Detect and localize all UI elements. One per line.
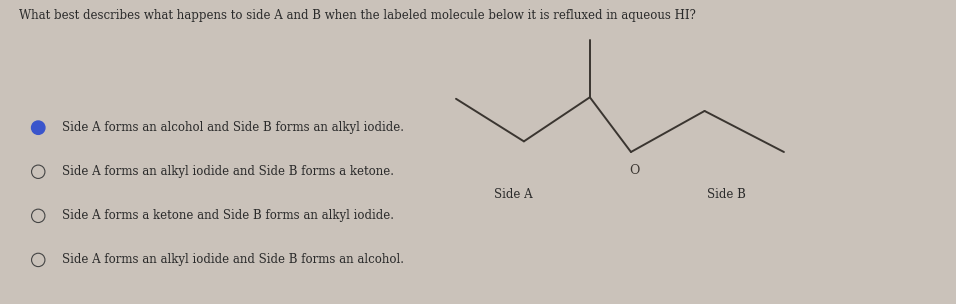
Text: Side A forms an alkyl iodide and Side B forms a ketone.: Side A forms an alkyl iodide and Side B …: [62, 165, 394, 178]
Ellipse shape: [32, 121, 45, 134]
Text: Side A forms a ketone and Side B forms an alkyl iodide.: Side A forms a ketone and Side B forms a…: [62, 209, 394, 222]
Text: Side A forms an alkyl iodide and Side B forms an alcohol.: Side A forms an alkyl iodide and Side B …: [62, 254, 404, 266]
Text: Side A: Side A: [494, 188, 532, 202]
Text: Side A forms an alcohol and Side B forms an alkyl iodide.: Side A forms an alcohol and Side B forms…: [62, 121, 404, 134]
Text: O: O: [630, 164, 640, 177]
Text: What best describes what happens to side A and B when the labeled molecule below: What best describes what happens to side…: [19, 9, 696, 22]
Text: Side B: Side B: [707, 188, 746, 202]
